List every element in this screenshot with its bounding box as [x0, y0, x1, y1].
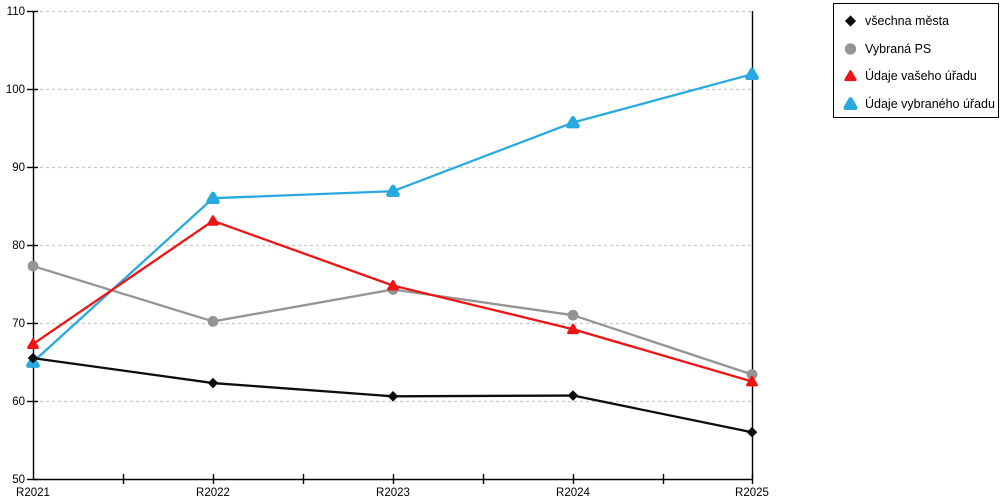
x-tick-label: R2021 — [16, 487, 50, 499]
marker-diamond — [844, 15, 857, 27]
marker-triangle-rounded — [843, 96, 858, 110]
marker-circle — [27, 260, 39, 272]
diamond-icon — [844, 15, 857, 27]
marker-triangle-rounded — [206, 191, 220, 205]
marker-triangle — [27, 338, 39, 349]
legend-item-0: všechna města — [843, 7, 994, 34]
marker-triangle-rounded — [386, 184, 400, 198]
marker-diamond — [387, 391, 399, 402]
series-0 — [27, 352, 758, 438]
marker-circle — [746, 369, 758, 380]
y-tick-label: 70 — [12, 318, 25, 330]
marker-triangle-rounded — [566, 115, 580, 129]
legend-label: všechna města — [865, 14, 950, 28]
triangle-rounded-icon — [843, 96, 858, 110]
marker-circle — [567, 309, 579, 321]
marker-diamond — [27, 352, 39, 364]
legend-item-1: Vybraná PS — [843, 35, 994, 62]
circle-icon — [844, 43, 857, 55]
marker-triangle — [567, 323, 579, 335]
legend-item-2: Údaje vašeho úřadu — [843, 62, 994, 89]
x-tick-label: R2025 — [735, 487, 769, 499]
marker-diamond — [746, 426, 758, 438]
legend-label: Údaje vybraného úřadu — [865, 96, 995, 111]
marker-circle — [844, 43, 857, 55]
y-tick-label: 90 — [12, 162, 25, 174]
series-line — [32, 73, 753, 363]
y-tick-label: 50 — [12, 474, 25, 486]
x-tick-label: R2024 — [556, 487, 590, 499]
marker-triangle — [387, 279, 399, 291]
legend-item-3: Údaje vybraného úřadu — [843, 90, 995, 117]
y-tick-label: 80 — [12, 240, 25, 252]
triangle-icon — [844, 70, 857, 82]
series-3 — [26, 67, 759, 368]
x-tick-label: R2023 — [376, 487, 410, 499]
marker-triangle — [844, 70, 857, 82]
series-2 — [27, 215, 758, 387]
marker-circle — [207, 316, 219, 327]
marker-diamond — [567, 390, 579, 401]
y-tick-label: 100 — [6, 84, 25, 96]
series-line — [32, 219, 753, 383]
marker-triangle-rounded — [745, 67, 759, 81]
y-tick-label: 110 — [7, 6, 25, 18]
legend-label: Údaje vašeho úřadu — [865, 69, 977, 83]
marker-triangle — [746, 375, 758, 387]
series-1 — [27, 260, 758, 380]
x-tick-label: R2022 — [196, 487, 230, 499]
legend-label: Vybraná PS — [865, 41, 932, 56]
marker-triangle — [207, 215, 219, 226]
y-tick-label: 60 — [12, 396, 25, 408]
marker-diamond — [207, 377, 219, 389]
legend: všechna města Vybraná PS Údaje vašeho úřad… — [833, 3, 999, 118]
